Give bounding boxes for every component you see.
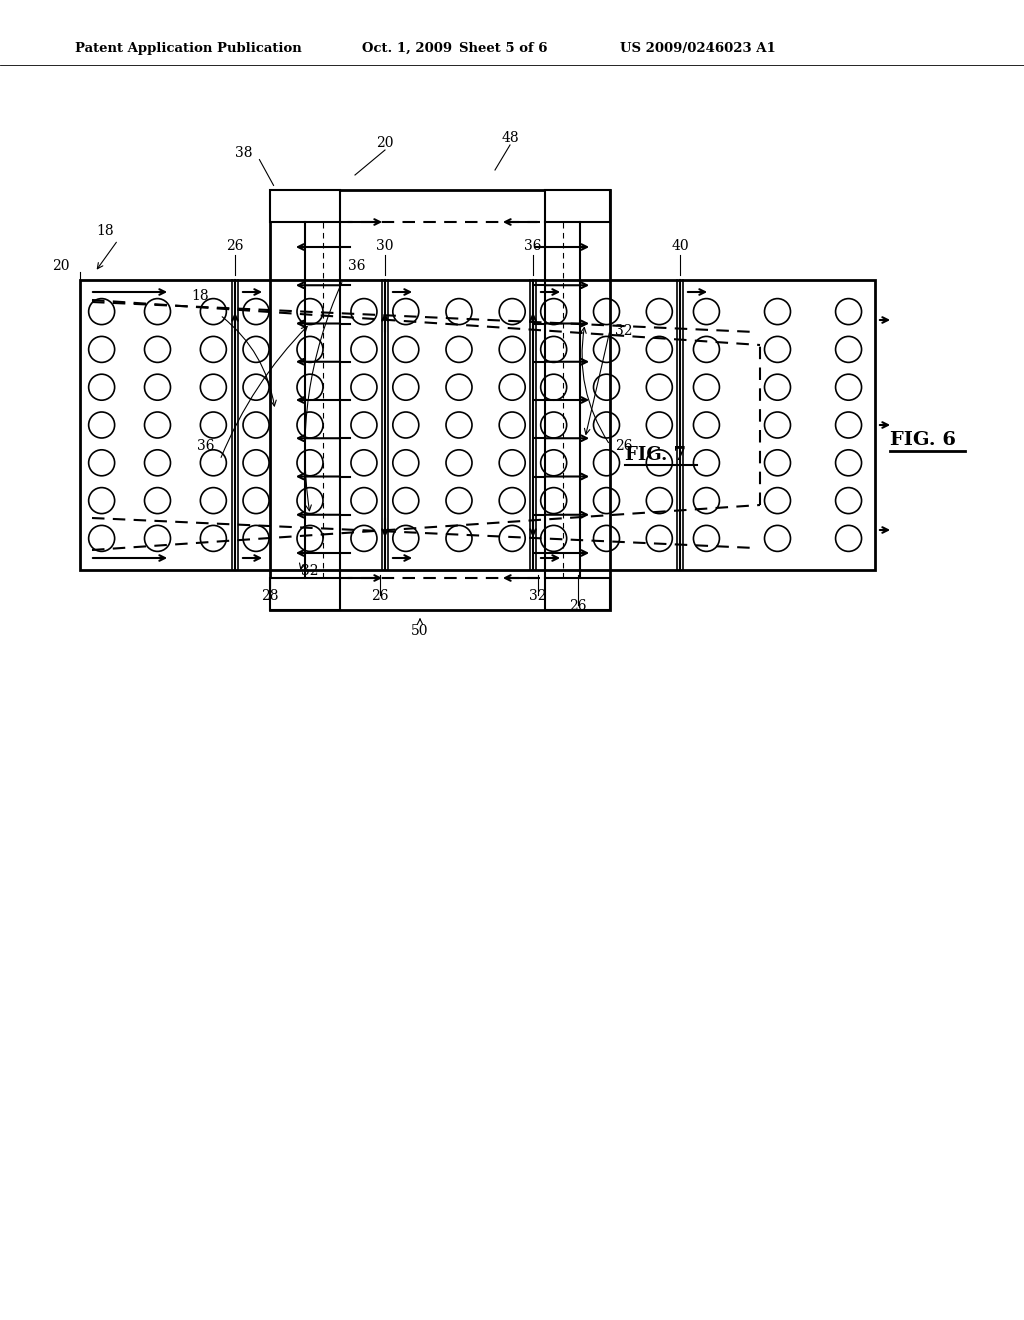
Text: 32: 32 bbox=[615, 323, 633, 338]
Text: 30: 30 bbox=[376, 239, 394, 253]
Text: 18: 18 bbox=[96, 224, 114, 238]
Text: US 2009/0246023 A1: US 2009/0246023 A1 bbox=[620, 42, 776, 55]
Text: 36: 36 bbox=[524, 239, 542, 253]
Text: 20: 20 bbox=[52, 259, 70, 273]
Polygon shape bbox=[545, 578, 610, 610]
Text: 38: 38 bbox=[236, 147, 253, 160]
Text: 26: 26 bbox=[372, 589, 389, 603]
Text: 48: 48 bbox=[501, 131, 519, 145]
Text: FIG. 6: FIG. 6 bbox=[890, 432, 956, 449]
Text: 40: 40 bbox=[671, 239, 689, 253]
Text: 36: 36 bbox=[198, 440, 215, 453]
Text: 32: 32 bbox=[529, 589, 547, 603]
Text: 28: 28 bbox=[261, 589, 279, 603]
Text: 36: 36 bbox=[348, 259, 366, 273]
Text: Sheet 5 of 6: Sheet 5 of 6 bbox=[459, 42, 548, 55]
Text: 26: 26 bbox=[226, 239, 244, 253]
Text: 50: 50 bbox=[412, 624, 429, 638]
Text: Oct. 1, 2009: Oct. 1, 2009 bbox=[362, 42, 453, 55]
Text: 18: 18 bbox=[191, 289, 209, 304]
Text: Patent Application Publication: Patent Application Publication bbox=[75, 42, 302, 55]
Text: 20: 20 bbox=[376, 136, 394, 150]
Text: 32: 32 bbox=[301, 564, 318, 578]
Text: 26: 26 bbox=[615, 440, 633, 453]
Polygon shape bbox=[270, 190, 340, 222]
Polygon shape bbox=[270, 578, 340, 610]
Text: 26: 26 bbox=[569, 599, 587, 612]
Text: FIG. 7: FIG. 7 bbox=[625, 446, 686, 465]
Polygon shape bbox=[545, 190, 610, 222]
